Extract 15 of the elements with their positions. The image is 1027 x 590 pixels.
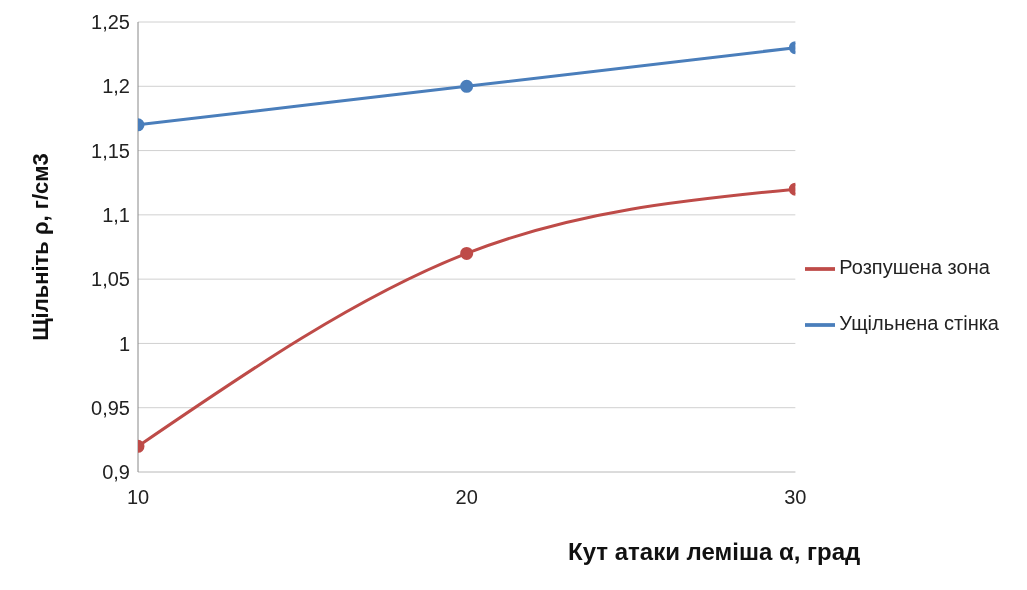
y-tick-label: 1,2 <box>102 75 130 98</box>
y-tick-label: 1,05 <box>91 268 130 291</box>
legend-label: Ущільнена стінка <box>839 312 999 334</box>
y-tick-label: 1,15 <box>91 139 130 162</box>
y-tick-label: 0,9 <box>102 461 130 484</box>
x-tick-label: 20 <box>455 486 478 509</box>
x-tick-label: 30 <box>784 486 807 509</box>
y-tick-label: 1 <box>118 332 130 355</box>
x-axis-title: Кут атаки леміша α, град <box>568 538 861 566</box>
x-tick-label: 10 <box>126 486 150 509</box>
legend-label: Розпушена зона <box>839 256 990 278</box>
y-tick-label: 0,95 <box>91 396 130 419</box>
y-axis-title: Щільніть ρ, г/см3 <box>27 153 53 341</box>
y-tick-label: 1,25 <box>91 11 130 34</box>
y-tick-label: 1,1 <box>102 203 130 226</box>
